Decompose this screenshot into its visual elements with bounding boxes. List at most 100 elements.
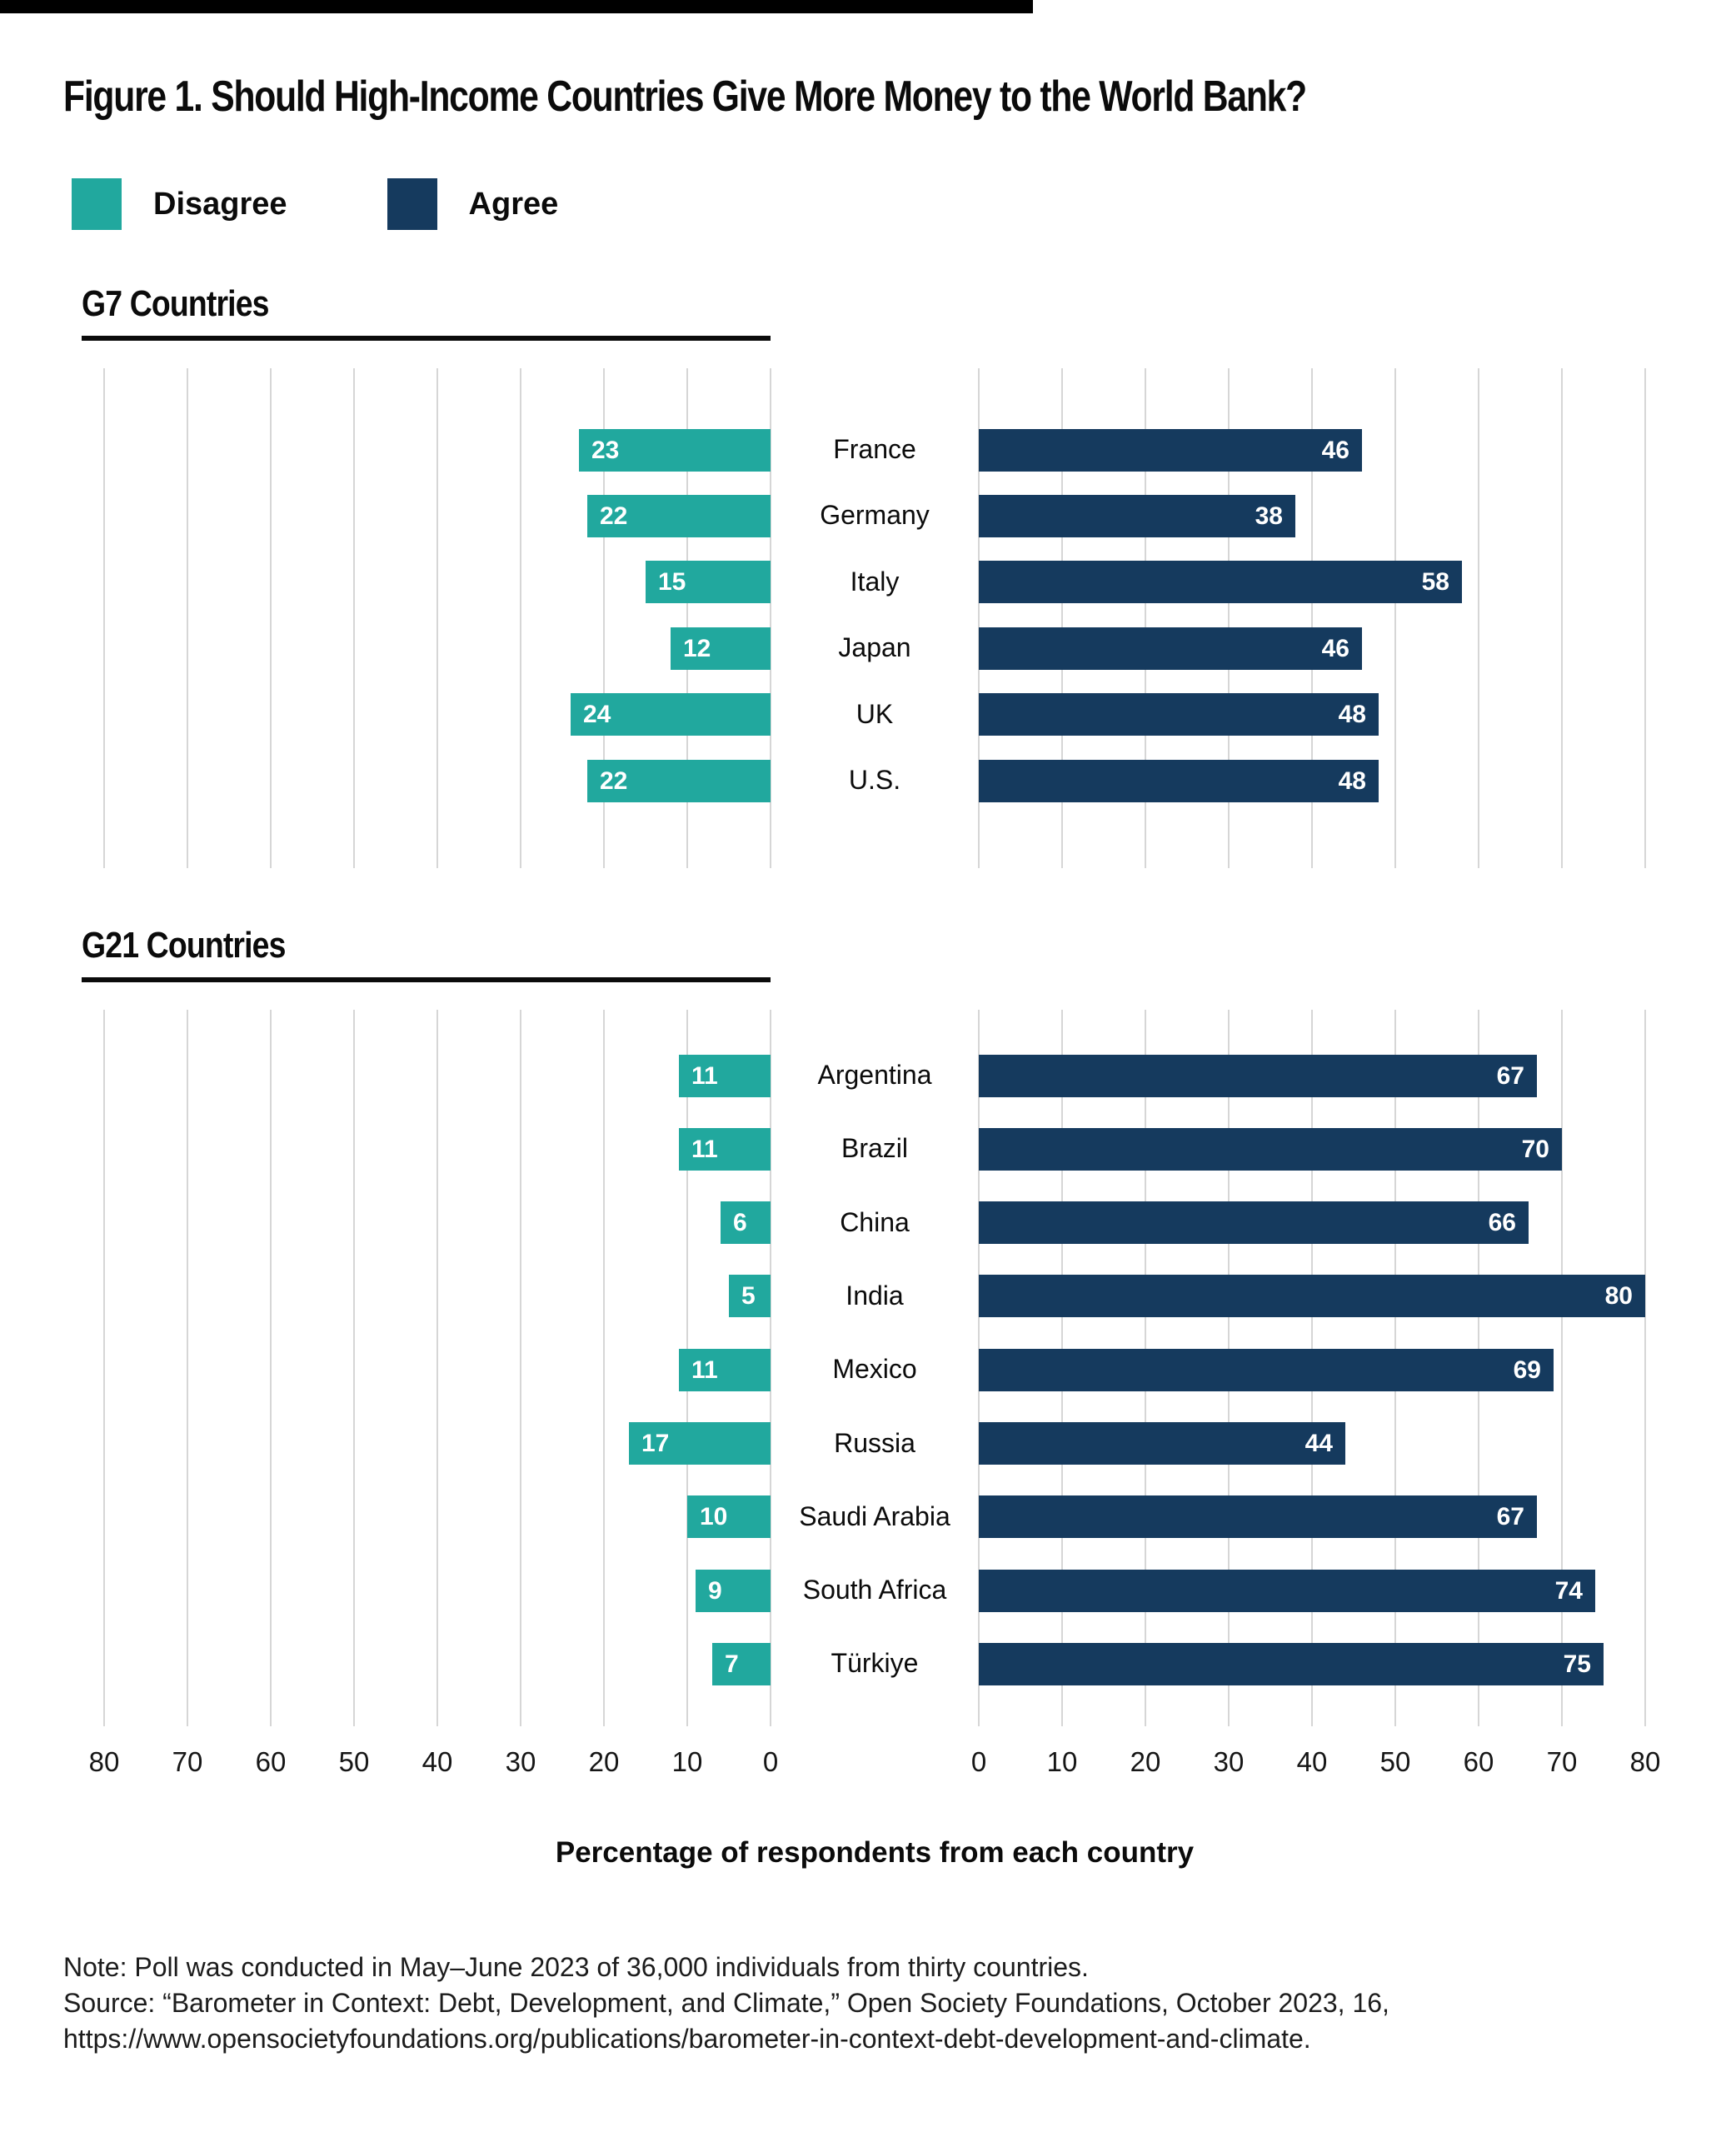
axis-tick-label: 80 [1629,1746,1661,1777]
bar-value-label: 17 [641,1429,670,1457]
country-label: U.S. [848,765,901,795]
bar-value-label: 44 [1304,1429,1333,1457]
bar-value-label: 38 [1255,502,1283,530]
bar-value-label: 11 [691,1061,718,1090]
disagree-bar: 12 [671,627,771,670]
disagree-bar: 24 [571,693,771,736]
agree-bar: 70 [979,1128,1562,1171]
axis-tick-label: 40 [422,1746,453,1777]
axis-tick-label: 40 [1296,1746,1328,1777]
gridline [1145,368,1146,868]
bar-value-label: 15 [658,567,686,596]
bar-value-label: 48 [1338,700,1366,728]
g21-section-heading: G21 Countries [82,925,286,966]
gridline [770,1010,771,1726]
bar-value-label: 74 [1554,1576,1583,1605]
axis-tick-label: 20 [1130,1746,1161,1777]
bar-value-label: 5 [741,1281,756,1310]
bar-value-label: 7 [725,1650,739,1678]
disagree-bar: 15 [646,561,771,603]
bar-value-label: 66 [1488,1208,1516,1236]
gridline [270,368,272,868]
bar-value-label: 69 [1513,1356,1541,1384]
footer-url-line: https://www.opensocietyfoundations.org/p… [63,2024,1311,2054]
bar-value-label: 24 [583,700,611,728]
top-black-bar [0,0,1033,13]
gridline [1394,368,1396,868]
axis-tick-label: 70 [172,1746,203,1777]
disagree-bar: 23 [579,429,771,472]
disagree-bar: 5 [729,1275,771,1317]
country-label: South Africa [802,1575,947,1605]
footer-note: Note: Poll was conducted in May–June 202… [63,1950,1389,2057]
country-label: France [833,434,916,464]
gridline [436,1010,438,1726]
country-label: Brazil [841,1133,908,1163]
bar-value-label: 11 [691,1356,718,1384]
bar-value-label: 80 [1604,1281,1633,1310]
gridline [353,1010,355,1726]
agree-bar: 75 [979,1643,1604,1685]
gridline [770,368,771,868]
country-label: UK [856,699,894,729]
gridline [353,368,355,868]
bar-value-label: 58 [1421,567,1449,596]
agree-bar: 67 [979,1495,1537,1538]
country-label: Italy [850,567,900,597]
country-label: China [840,1207,910,1237]
disagree-bar: 22 [587,760,771,802]
axis-tick-label: 30 [505,1746,536,1777]
agree-bar: 80 [979,1275,1645,1317]
disagree-bar: 10 [687,1495,771,1538]
bar-value-label: 70 [1521,1135,1549,1163]
disagree-bar: 7 [712,1643,771,1685]
gridline [187,368,188,868]
gridline [1061,368,1063,868]
agree-legend-label: Agree [468,186,559,222]
disagree-swatch [72,178,122,230]
footer-note-line: Note: Poll was conducted in May–June 202… [63,1952,1089,1982]
country-label: Türkiye [831,1648,919,1678]
gridline [520,1010,521,1726]
gridline [1311,368,1313,868]
disagree-bar: 17 [629,1422,771,1465]
x-axis-label: Percentage of respondents from each coun… [555,1836,1195,1869]
gridline [1478,368,1479,868]
disagree-legend-label: Disagree [153,186,287,222]
disagree-bar: 9 [696,1570,771,1612]
bar-value-label: 9 [708,1576,722,1605]
axis-tick-label: 60 [255,1746,287,1777]
bar-value-label: 46 [1321,436,1349,464]
gridline [603,1010,605,1726]
bar-value-label: 22 [600,766,628,795]
agree-bar: 46 [979,429,1362,472]
agree-bar: 69 [979,1349,1554,1391]
axis-tick-label: 10 [1046,1746,1078,1777]
country-label: Saudi Arabia [799,1501,950,1531]
gridline [187,1010,188,1726]
gridline [978,368,980,868]
disagree-bar: 6 [721,1201,771,1244]
agree-bar: 48 [979,693,1379,736]
axis-tick-label: 30 [1213,1746,1245,1777]
gridline [603,368,605,868]
bar-value-label: 11 [691,1135,718,1163]
country-label: Mexico [832,1354,917,1384]
footer-source-line: Source: “Barometer in Context: Debt, Dev… [63,1988,1389,2018]
axis-tick-label: 50 [338,1746,370,1777]
axis-tick-label: 60 [1463,1746,1494,1777]
agree-bar: 67 [979,1055,1537,1097]
gridline [270,1010,272,1726]
gridline [1561,1010,1563,1726]
agree-bar: 74 [979,1570,1595,1612]
agree-bar: 46 [979,627,1362,670]
g7-heading-underline [82,336,771,341]
bar-value-label: 22 [600,502,628,530]
bar-value-label: 23 [591,436,620,464]
bar-value-label: 46 [1321,634,1349,662]
country-label: Germany [820,500,930,530]
bar-value-label: 6 [733,1208,747,1236]
agree-bar: 48 [979,760,1379,802]
country-label: Japan [838,632,911,662]
